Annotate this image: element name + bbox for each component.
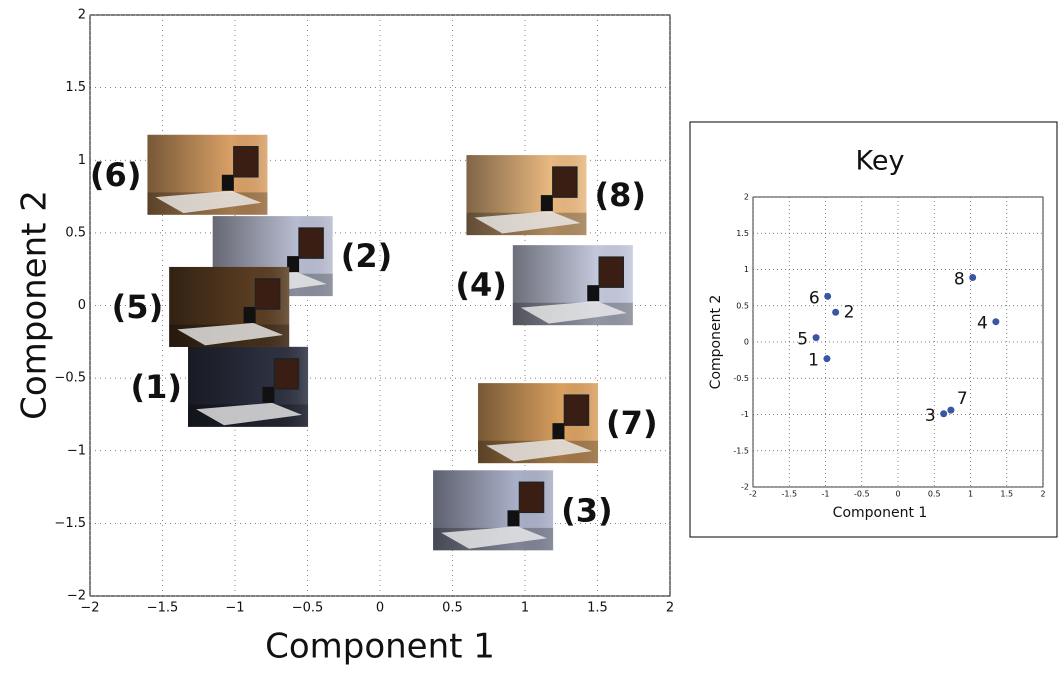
key-box — [690, 122, 1057, 537]
thumb-frame — [564, 395, 588, 425]
x-axis-label: Component 1 — [265, 627, 495, 667]
thumb-chair — [262, 387, 274, 403]
x-tick-label: 0 — [895, 490, 900, 499]
thumb-chair — [508, 510, 520, 526]
thumb-frame — [256, 279, 280, 309]
y-tick-label: 1 — [78, 153, 86, 168]
point-label: 4 — [977, 314, 988, 334]
y-tick-label: 1.5 — [736, 229, 749, 238]
image-label: (4) — [455, 266, 507, 304]
point — [947, 407, 954, 414]
y-tick-label: 0.5 — [736, 301, 749, 310]
thumb-chair — [541, 195, 553, 211]
y-tick-label: 0.5 — [65, 225, 86, 240]
thumb-frame — [234, 147, 258, 177]
x-tick-label: 0 — [376, 601, 384, 616]
thumbnail — [169, 267, 289, 347]
point — [969, 274, 976, 281]
x-tick-label: −1.5 — [147, 601, 179, 616]
x-tick-label: 2 — [1040, 490, 1045, 499]
y-tick-label: -2 — [741, 483, 749, 492]
point — [813, 334, 820, 341]
point-label: 5 — [797, 330, 808, 350]
y-tick-label: −0.5 — [54, 371, 86, 386]
y-axis-label: Component 2 — [15, 190, 55, 420]
y-tick-label: -1 — [741, 410, 749, 419]
x-tick-label: −1 — [225, 601, 244, 616]
y-tick-label: -0.5 — [733, 374, 749, 383]
x-tick-label: 0.5 — [928, 490, 941, 499]
x-tick-label: 1 — [521, 601, 529, 616]
thumb-frame — [553, 167, 577, 197]
thumbnail — [478, 383, 598, 463]
thumb-frame — [274, 359, 298, 389]
thumb-chair — [222, 175, 234, 191]
x-tick-label: -1 — [822, 490, 830, 499]
thumb-chair — [552, 423, 564, 439]
thumbnail — [147, 135, 267, 215]
thumbnail — [433, 470, 553, 550]
y-tick-label: 2 — [744, 193, 749, 202]
thumb-frame — [599, 257, 623, 287]
y-tick-label: 1 — [744, 265, 749, 274]
point-label: 8 — [954, 269, 965, 289]
image-label: (2) — [341, 237, 393, 275]
thumb-frame — [520, 482, 544, 512]
figure: Component 1 Component 2 Key Component 1 … — [0, 0, 1060, 672]
x-tick-label: -2 — [749, 490, 757, 499]
thumb-chair — [587, 285, 599, 301]
thumb-chair — [244, 307, 256, 323]
page: {"chart_data": [ {"type": "image-scatter… — [0, 0, 1060, 672]
point — [823, 355, 830, 362]
thumb-frame — [299, 228, 323, 258]
point — [940, 410, 947, 417]
image-label: (6) — [90, 156, 142, 194]
x-tick-label: -1.5 — [781, 490, 797, 499]
key-title: Key — [856, 146, 905, 177]
point-label: 1 — [808, 351, 819, 371]
y-tick-label: 0 — [78, 298, 86, 313]
x-tick-label: −0.5 — [292, 601, 324, 616]
key-x-label: Component 1 — [833, 505, 928, 521]
image-label: (7) — [606, 404, 658, 442]
point — [824, 293, 831, 300]
point-label: 7 — [957, 389, 968, 409]
y-tick-label: 2 — [78, 8, 86, 23]
point-label: 6 — [809, 288, 820, 308]
image-label: (3) — [561, 491, 613, 529]
point — [992, 318, 999, 325]
point-label: 3 — [925, 406, 936, 426]
y-tick-label: 1.5 — [65, 80, 86, 95]
x-tick-label: 1 — [968, 490, 973, 499]
thumbnail — [466, 155, 586, 235]
y-tick-label: -1.5 — [733, 446, 749, 455]
x-tick-label: -0.5 — [854, 490, 870, 499]
image-label: (5) — [112, 288, 164, 326]
x-tick-label: 1.5 — [1000, 490, 1013, 499]
x-tick-label: 0.5 — [442, 601, 463, 616]
point-label: 2 — [844, 302, 855, 322]
x-tick-label: 2 — [666, 601, 674, 616]
y-tick-label: −1 — [67, 443, 86, 458]
y-tick-label: −2 — [67, 589, 86, 604]
image-label: (8) — [594, 176, 646, 214]
y-tick-label: −1.5 — [54, 516, 86, 531]
y-tick-label: 0 — [744, 338, 749, 347]
thumbnail — [188, 347, 308, 427]
x-tick-label: 1.5 — [587, 601, 608, 616]
thumbnail — [513, 245, 633, 325]
key-y-label: Component 2 — [708, 295, 724, 390]
point — [832, 309, 839, 316]
image-label: (1) — [131, 368, 183, 406]
